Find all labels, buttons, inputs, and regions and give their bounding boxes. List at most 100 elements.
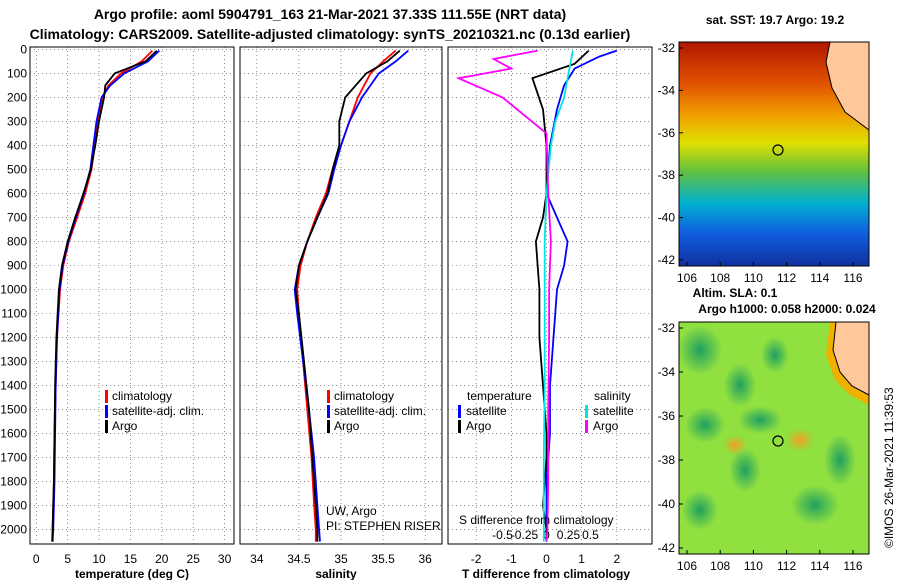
temperature-tick-label: 30	[218, 552, 232, 566]
depth-tick-label: 2000	[0, 523, 27, 537]
difference-xlabel: T difference from climatology	[462, 567, 630, 580]
legend-swatch-climatology	[327, 390, 330, 403]
salinity-xlabel: salinity	[315, 567, 357, 580]
depth-tick-label: 0	[20, 42, 27, 56]
map-xtick-label: 112	[777, 559, 796, 573]
map-ytick-label: -38	[658, 453, 676, 467]
temperature-xlabel: temperature (deg C)	[75, 567, 189, 580]
s-difference-tick-label: 0.5	[582, 528, 599, 542]
chart-title-line2: Climatology: CARS2009. Satellite-adjuste…	[29, 26, 631, 42]
imos-watermark: ©IMOS 26-Mar-2021 11:39:53	[882, 387, 896, 548]
legend-swatch-s-argo	[585, 420, 588, 433]
salinity-tick-label: 36	[418, 552, 432, 566]
legend-swatch-t-argo	[458, 420, 461, 433]
map-ytick-label: -36	[658, 409, 676, 423]
map-ytick-label: -38	[658, 168, 676, 182]
depth-tick-label: 200	[7, 90, 27, 104]
temperature-tick-label: 15	[124, 552, 138, 566]
map-ytick-label: -32	[658, 321, 676, 335]
map-xtick-label: 108	[710, 271, 730, 285]
difference-tick-label: -2	[471, 552, 482, 566]
temperature-tick-label: 0	[33, 552, 40, 566]
map-xtick-label: 114	[810, 559, 829, 573]
sla-map-title1: Altim. SLA: 0.1	[693, 286, 778, 300]
depth-tick-label: 100	[7, 66, 27, 80]
sla-argo-marker	[772, 435, 784, 447]
depth-tick-label: 500	[7, 162, 27, 176]
map-ytick-label: -36	[658, 126, 676, 140]
depth-tick-label: 300	[7, 114, 27, 128]
legend-label-climatology: climatology	[112, 389, 172, 403]
map-xtick-label: 110	[744, 271, 763, 285]
sla-map-title2: Argo h1000: 0.058 h2000: 0.024	[698, 302, 876, 316]
salinity-tick-label: 34	[250, 552, 264, 566]
depth-tick-label: 1900	[0, 499, 27, 513]
depth-tick-label: 1100	[1, 307, 27, 321]
map-ytick-label: -34	[658, 83, 676, 97]
legend-label-s-satellite: satellite	[593, 404, 634, 418]
depth-tick-label: 900	[7, 258, 27, 272]
sla-eddy	[738, 406, 782, 434]
series-line-argo-salinity	[455, 49, 552, 542]
depth-tick-label: 1700	[0, 451, 27, 465]
legend-swatch-t-satellite	[458, 405, 461, 418]
temperature-tick-label: 20	[155, 552, 169, 566]
legend-swatch-satellite	[105, 405, 108, 418]
map-ytick-label: -42	[658, 253, 676, 267]
map-xtick-label: 116	[843, 271, 862, 285]
depth-tick-label: 800	[7, 234, 27, 248]
depth-tick-label: 700	[7, 210, 27, 224]
s-difference-tick-label: 0.25	[557, 528, 581, 542]
legend-label-satellite: satellite-adj. clim.	[112, 404, 204, 418]
depth-tick-label: 1000	[0, 282, 27, 296]
s-difference-label: S difference from climatology	[459, 513, 614, 527]
map-ytick-label: -32	[658, 41, 676, 55]
sla-eddy	[791, 485, 839, 525]
s-difference-tick-label: -0.25	[511, 528, 539, 542]
map-xtick-label: 112	[777, 271, 796, 285]
legend-swatch-argo	[327, 420, 330, 433]
legend-label-argo: Argo	[334, 419, 360, 433]
legend-label-s-argo: Argo	[593, 419, 619, 433]
legend-swatch-s-satellite	[585, 405, 588, 418]
temperature-tick-label: 5	[64, 552, 71, 566]
map-xtick-label: 106	[677, 559, 697, 573]
map-xtick-label: 116	[843, 559, 862, 573]
sst-map: sat. SST: 19.7 Argo: 19.2 -32 -34 -36 -38 -4…	[658, 13, 870, 285]
map-ytick-label: -40	[658, 211, 676, 225]
series-line-argo	[294, 49, 401, 542]
legend-label-t-argo: Argo	[466, 419, 492, 433]
legend-label-climatology: climatology	[334, 389, 394, 403]
legend-label-argo: Argo	[112, 419, 138, 433]
temperature-panel-frame	[29, 46, 235, 545]
depth-tick-label: 600	[7, 186, 27, 200]
series-line-argo	[51, 49, 158, 542]
map-xtick-label: 106	[677, 271, 697, 285]
sla-map: Altim. SLA: 0.1 Argo h1000: 0.058 h2000:…	[658, 286, 876, 573]
sla-eddy	[682, 490, 718, 530]
legend-label-satellite: satellite-adj. clim.	[334, 404, 426, 418]
depth-tick-label: 1500	[0, 403, 27, 417]
depth-tick-label: 1600	[0, 427, 27, 441]
sla-warm-core	[723, 435, 747, 455]
chart-title-line1: Argo profile: aoml 5904791_163 21-Mar-20…	[93, 6, 567, 22]
map-xtick-label: 114	[810, 271, 829, 285]
map-xtick-label: 108	[710, 559, 730, 573]
sla-map-frame	[678, 321, 870, 555]
depth-tick-label: 1800	[0, 475, 27, 489]
temperature-legend: climatology satellite-adj. clim. Argo	[105, 389, 204, 433]
map-ytick-label: -40	[658, 497, 676, 511]
credit-line2: PI: STEPHEN RISER	[326, 519, 441, 533]
depth-tick-label: 1400	[0, 379, 27, 393]
difference-legend: temperature salinity satellite Argo sate…	[458, 389, 634, 527]
difference-tick-label: 1	[578, 552, 585, 566]
legend-title-temperature: temperature	[467, 389, 532, 403]
depth-tick-label: 400	[7, 138, 27, 152]
legend-swatch-satellite	[327, 405, 330, 418]
salinity-tick-label: 35.5	[371, 552, 395, 566]
salinity-tick-label: 34.5	[287, 552, 311, 566]
sst-argo-marker	[772, 144, 784, 156]
difference-tick-label: 2	[613, 552, 620, 566]
sla-eddy	[678, 325, 722, 375]
